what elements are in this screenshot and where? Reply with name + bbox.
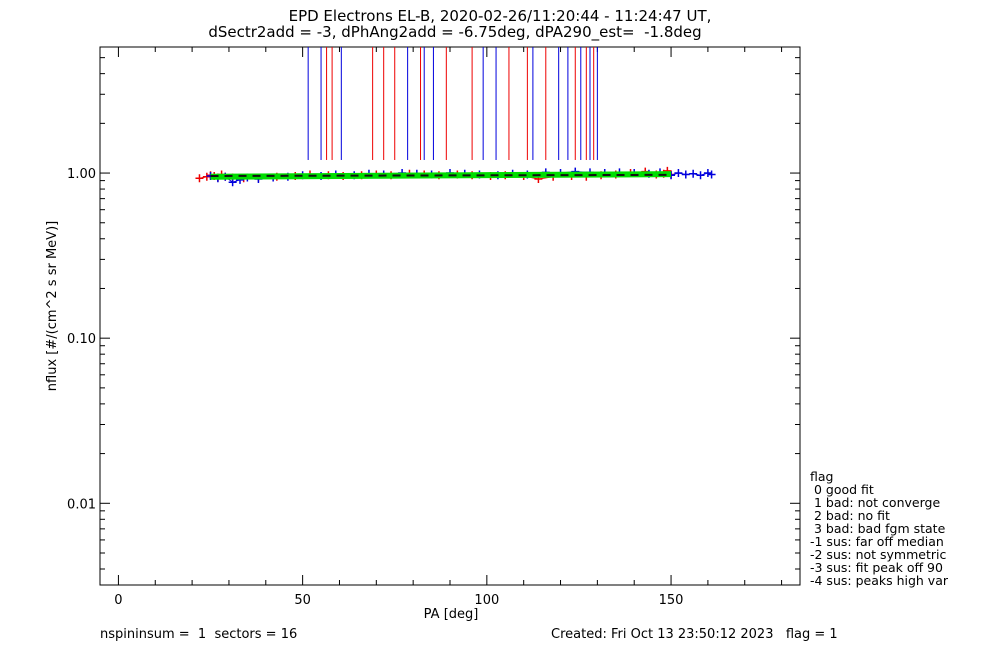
flag-legend-item: 2 bad: no fit <box>810 508 890 523</box>
data-point-blue <box>703 169 712 178</box>
y-tick-label: 1.00 <box>67 167 96 182</box>
data-point-red <box>195 174 204 183</box>
chart-title-line1: EPD Electrons EL-B, 2020-02-26/11:20:44 … <box>288 7 712 25</box>
data-point-blue <box>696 171 705 180</box>
flag-legend-item: -4 sus: peaks high var <box>810 573 949 588</box>
flag-legend-item: -3 sus: fit peak off 90 <box>810 560 943 575</box>
flag-legend-item: 3 bad: bad fgm state <box>810 521 946 536</box>
flag-legend-item: -1 sus: far off median <box>810 534 944 549</box>
data-point-blue <box>674 169 683 178</box>
flag-legend-item: 0 good fit <box>810 482 874 497</box>
dashed-line <box>210 173 672 177</box>
x-tick-label: 150 <box>659 593 684 608</box>
flag-legend-item: 1 bad: not converge <box>810 495 941 510</box>
y-axis-label: nflux [#/(cm^2 s sr MeV)] <box>45 221 60 391</box>
flag-legend: flag 0 good fit 1 bad: not converge 2 ba… <box>810 470 948 587</box>
y-tick-label: 0.01 <box>67 497 96 512</box>
data-point-blue <box>707 170 716 179</box>
data-point-red <box>202 172 211 181</box>
flag-legend-header: flag <box>810 469 834 484</box>
x-axis-label: PA [deg] <box>424 607 479 622</box>
plot-frame <box>99 46 801 586</box>
x-tick-label: 100 <box>474 593 499 608</box>
footer-spin-info: nspininsum = 1 sectors = 16 <box>100 627 298 642</box>
x-tick-label: 50 <box>294 593 311 608</box>
x-tick-label: 0 <box>114 593 122 608</box>
y-tick-label: 0.10 <box>67 332 96 347</box>
data-point-blue <box>689 169 698 178</box>
chart-title-line2: dSectr2add = -3, dPhAng2add = -6.75deg, … <box>208 23 702 41</box>
footer-created-info: Created: Fri Oct 13 23:50:12 2023 flag =… <box>551 627 838 642</box>
data-point-blue <box>681 170 690 179</box>
flag-legend-item: -2 sus: not symmetric <box>810 547 947 562</box>
